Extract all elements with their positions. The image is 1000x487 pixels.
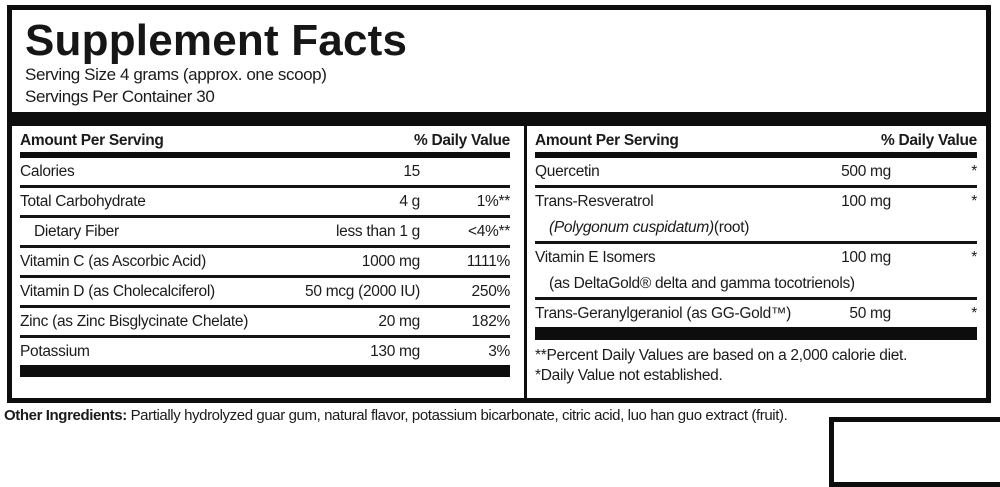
nutrient-name: Potassium [20, 342, 90, 360]
nutrient-subline: (Polygonum cuspidatum) (root) [549, 219, 750, 236]
nutrient-amount: 500 mg [841, 162, 891, 180]
nutrient-amount: 1000 mg [361, 252, 421, 270]
nutrient-name: Vitamin D (as Cholecalciferol) [20, 282, 215, 300]
nutrient-daily-value: 1%** [476, 192, 511, 210]
column-left: Amount Per Serving % Daily Value Calorie… [20, 126, 510, 398]
nutrient-subline: (as DeltaGold® delta and gamma tocotrien… [549, 275, 855, 292]
nutrient-row: Vitamin E Isomers 100 mg * (as DeltaGold… [535, 244, 977, 300]
nutrient-amount: 20 mg [378, 312, 420, 330]
nutrient-daily-value: 250% [471, 282, 511, 300]
nutrient-amount: 15 [403, 162, 420, 180]
footnote-percent-daily-values: **Percent Daily Values are based on a 2,… [535, 347, 908, 364]
footnote-daily-value-not-established: *Daily Value not established. [535, 367, 723, 384]
nutrient-name: Trans-Resveratrol [535, 192, 654, 210]
amount-per-serving-label: Amount Per Serving [535, 132, 679, 149]
other-ingredients: Other Ingredients: Partially hydrolyzed … [4, 407, 996, 424]
nutrient-name: Zinc (as Zinc Bisglycinate Chelate) [20, 312, 249, 330]
nutrient-row: Dietary Fiber less than 1 g <4%** [20, 218, 510, 248]
nutrient-row: Potassium 130 mg 3% [20, 338, 510, 365]
column-header-right: Amount Per Serving % Daily Value [535, 126, 977, 152]
facts-columns: Amount Per Serving % Daily Value Calorie… [12, 126, 986, 398]
nutrient-daily-value: * [971, 192, 977, 210]
other-ingredients-label: Other Ingredients: [4, 407, 127, 424]
nutrient-daily-value: * [971, 304, 977, 322]
column-divider [524, 126, 527, 398]
footnotes: **Percent Daily Values are based on a 2,… [535, 346, 977, 386]
other-ingredients-text: Partially hydrolyzed guar gum, natural f… [126, 407, 788, 424]
nutrient-row: Zinc (as Zinc Bisglycinate Chelate) 20 m… [20, 308, 510, 338]
nutrient-amount: 50 mg [849, 304, 891, 322]
panel-title: Supplement Facts [25, 16, 408, 65]
nutrient-amount: 4 g [399, 192, 420, 210]
nutrient-row: Total Carbohydrate 4 g 1%** [20, 188, 510, 218]
nutrient-daily-value: 3% [488, 342, 510, 360]
nutrient-name: Total Carbohydrate [20, 192, 146, 210]
daily-value-label: % Daily Value [413, 132, 510, 149]
supplement-facts-panel: Supplement Facts Serving Size 4 grams (a… [7, 5, 991, 403]
nutrient-daily-value: * [971, 248, 977, 266]
amount-per-serving-label: Amount Per Serving [20, 132, 164, 149]
nutrient-amount: 50 mcg (2000 IU) [305, 282, 420, 300]
nutrient-name: Vitamin E Isomers [535, 248, 656, 266]
nutrient-row: Trans-Resveratrol 100 mg * (Polygonum cu… [535, 188, 977, 244]
nutrient-row: Calories 15 [20, 158, 510, 188]
nutrient-amount: 100 mg [841, 192, 891, 210]
section-end-bar-left [20, 365, 510, 377]
serving-size: Serving Size 4 grams (approx. one scoop) [25, 65, 327, 84]
nutrient-row: Vitamin D (as Cholecalciferol) 50 mcg (2… [20, 278, 510, 308]
column-header-left: Amount Per Serving % Daily Value [20, 126, 510, 152]
nutrient-name: Calories [20, 162, 75, 180]
nutrient-amount: less than 1 g [336, 222, 420, 240]
servings-per-container: Servings Per Container 30 [25, 87, 215, 106]
nutrient-row: Quercetin 500 mg * [535, 158, 977, 188]
nutrient-amount: 100 mg [841, 248, 891, 266]
top-divider-bar [12, 112, 986, 126]
nutrient-row: Trans-Geranylgeraniol (as GG-Gold™) 50 m… [535, 300, 977, 327]
column-right: Amount Per Serving % Daily Value Quercet… [535, 126, 977, 398]
daily-value-label: % Daily Value [880, 132, 977, 149]
nutrient-row: Vitamin C (as Ascorbic Acid) 1000 mg 111… [20, 248, 510, 278]
header-underline-bar [535, 152, 977, 158]
nutrient-daily-value: 1111% [466, 252, 511, 270]
nutrient-name: Quercetin [535, 162, 600, 180]
partial-box-bottom-right [829, 417, 1000, 487]
nutrient-amount: 130 mg [370, 342, 420, 360]
nutrient-daily-value: * [971, 162, 977, 180]
header-underline-bar [20, 152, 510, 158]
nutrient-daily-value: <4%** [467, 222, 510, 240]
nutrient-name: Vitamin C (as Ascorbic Acid) [20, 252, 206, 270]
nutrient-rows-right: Quercetin 500 mg * Trans-Resveratrol 100… [535, 158, 977, 327]
section-end-bar-right [535, 327, 977, 340]
nutrient-name: Dietary Fiber [34, 222, 119, 240]
nutrient-name: Trans-Geranylgeraniol (as GG-Gold™) [535, 304, 791, 322]
nutrient-rows-left: Calories 15 Total Carbohydrate 4 g 1%** [20, 158, 510, 365]
nutrient-daily-value: 182% [471, 312, 511, 330]
